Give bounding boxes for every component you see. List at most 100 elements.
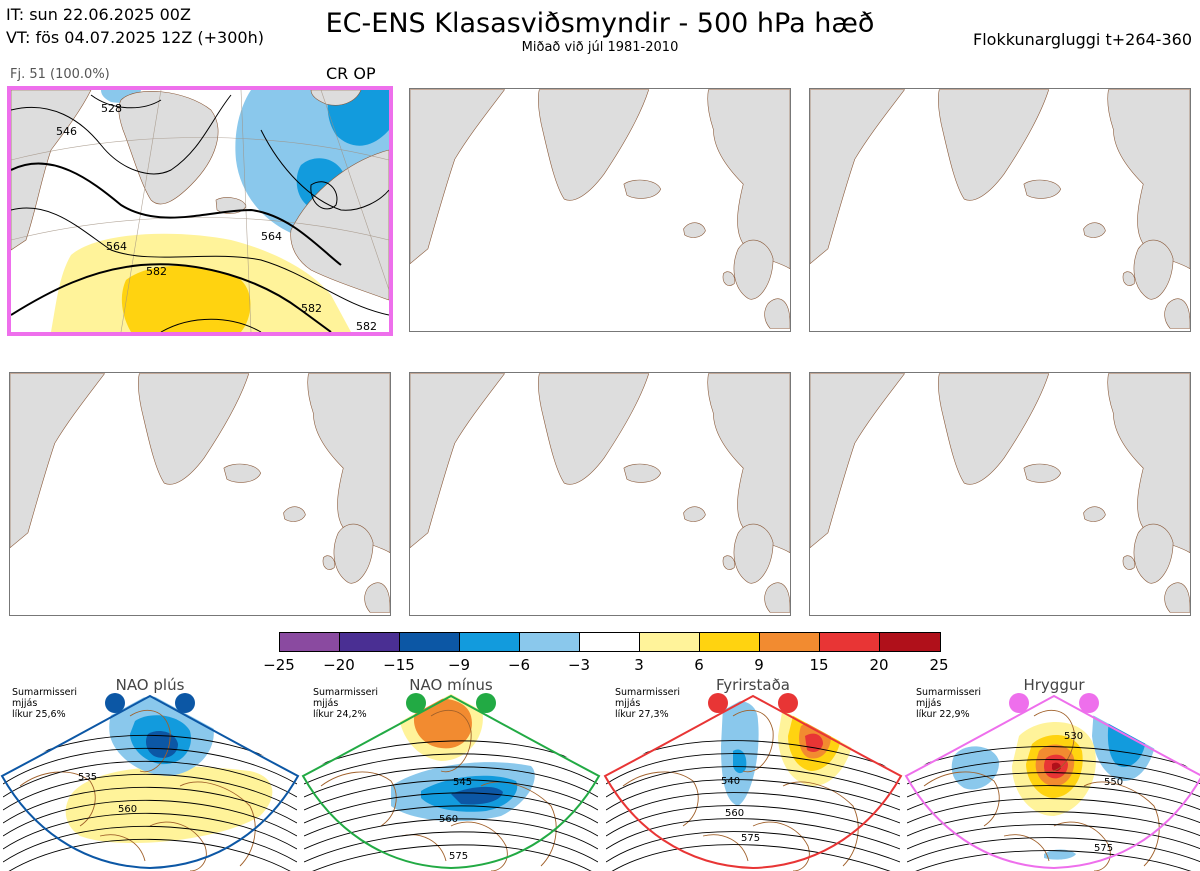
colorbar-tick-label: −15 (383, 656, 415, 674)
colorbar-swatch (340, 633, 400, 651)
regime-marker-dot (406, 693, 426, 713)
cluster-map-1-graphic: 528 546 564 564 582 582 582 (11, 90, 389, 332)
regime-hryggur: 530 550 575 Hryggur Sumarmisseri mjjás líkur 2… (904, 676, 1200, 871)
regime-marker-dot (1079, 693, 1099, 713)
colorbar-tick-label: 6 (694, 656, 704, 674)
regime-info-line: líkur 24,2% (313, 709, 367, 720)
regime-fyrirstaða: 540 560 575 Fyrirstaða Sumarmisseri mjjás líku… (603, 676, 903, 871)
colorbar-swatch (640, 633, 700, 651)
regime-info-line: Sumarmisseri (916, 687, 982, 698)
regime-contour-label: 540 (721, 776, 740, 787)
regime-info-line: Sumarmisseri (313, 687, 379, 698)
colorbar-swatch (700, 633, 760, 651)
cluster-map-4[interactable] (9, 372, 391, 616)
regime-map-graphic: 545 560 575 (301, 693, 601, 871)
colorbar-swatch (880, 633, 940, 651)
regime-contour-label: 575 (741, 833, 760, 844)
colorbar-tick-label: 3 (634, 656, 644, 674)
cluster-map-2[interactable] (409, 88, 791, 332)
regime-map-graphic: 540 560 575 (603, 693, 903, 871)
regime-contour-label: 535 (78, 772, 97, 783)
regime-info-line: líkur 27,3% (615, 709, 669, 720)
contour-582 (11, 263, 332, 332)
regime-name: NAO mínus (409, 676, 493, 694)
cluster-map-5[interactable] (409, 372, 791, 616)
contour-label: 582 (301, 302, 322, 315)
regime-map-graphic: 535 560 (0, 693, 300, 871)
page-title: EC-ENS Klasasviðsmyndir - 500 hPa hæð (325, 8, 875, 39)
contour-label: 582 (146, 265, 167, 278)
regime-info-line: Sumarmisseri (615, 687, 681, 698)
colorbar-tick-label: 20 (869, 656, 889, 674)
classification-window: Flokkunargluggi t+264-360 (973, 30, 1192, 49)
contour-label: 564 (106, 240, 127, 253)
colorbar-tick-label: −6 (507, 656, 531, 674)
colorbar-tick-label: −20 (323, 656, 355, 674)
cluster-map-1[interactable]: 528 546 564 564 582 582 582 (7, 86, 393, 336)
regime-contour-label: 530 (1064, 731, 1083, 742)
contour-576 (11, 207, 389, 316)
regime-map-graphic: 530 550 575 (904, 693, 1200, 871)
regime-info: Sumarmisseri mjjás líkur 27,3% (615, 687, 680, 720)
colorbar-swatch (760, 633, 820, 651)
regime-contour-label: 560 (725, 808, 744, 819)
initial-time: IT: sun 22.06.2025 00Z (6, 5, 191, 24)
colorbar-swatch (280, 633, 340, 651)
regime-marker-dot (778, 693, 798, 713)
regime-info-line: Sumarmisseri (12, 687, 78, 698)
scandinavia-landmass (290, 149, 389, 301)
regime-contour-label: 560 (118, 804, 137, 815)
colorbar-swatch (820, 633, 880, 651)
regime-info-line: mjjás (615, 698, 641, 709)
regime-contour-label: 560 (439, 814, 458, 825)
regime-info-line: líkur 25,6% (12, 709, 66, 720)
regime-info-line: mjjás (12, 698, 38, 709)
regime-info: Sumarmisseri mjjás líkur 25,6% (12, 687, 77, 720)
greenland-landmass (118, 91, 219, 205)
regime-marker-dot (708, 693, 728, 713)
regime-name: Hryggur (1023, 676, 1085, 694)
cluster-count-label: Fj. 51 (100.0%) (10, 67, 110, 82)
colorbar-swatch (580, 633, 640, 651)
regime-info: Sumarmisseri mjjás líkur 22,9% (916, 687, 981, 720)
canada-landmass (11, 90, 92, 251)
anomaly-colorbar (279, 632, 941, 652)
colorbar-tick-label: −25 (263, 656, 295, 674)
contour-label: 564 (261, 230, 282, 243)
regime-marker-dot (105, 693, 125, 713)
colorbar-swatch (520, 633, 580, 651)
contour-label: 528 (101, 102, 122, 115)
regime-contour-label: 575 (1094, 843, 1113, 854)
strong-positive-anomaly-area (121, 265, 251, 332)
colorbar-swatch (460, 633, 520, 651)
cluster-map-6[interactable] (809, 372, 1191, 616)
cluster-map-3[interactable] (809, 88, 1191, 332)
colorbar-tick-label: 9 (754, 656, 764, 674)
contour-546 (11, 94, 232, 175)
regime-contour-label: 550 (1104, 777, 1123, 788)
regime-contour-label: 545 (453, 777, 472, 788)
regime-marker-dot (476, 693, 496, 713)
cluster-tag: CR OP (326, 64, 376, 83)
contour-564 (11, 162, 342, 266)
contour-label: 582 (356, 320, 377, 332)
regime-nao-plús: 535 560 NAO plús Sumarmisseri mjjás líkur 25,… (0, 676, 300, 871)
regime-name: NAO plús (115, 676, 185, 694)
colorbar-tick-label: 25 (929, 656, 949, 674)
page-subtitle: Miðað við júl 1981-2010 (521, 40, 679, 55)
regime-marker-dot (175, 693, 195, 713)
regime-info: Sumarmisseri mjjás líkur 24,2% (313, 687, 378, 720)
contour-528 (90, 94, 162, 109)
valid-time: VT: fös 04.07.2025 12Z (+300h) (6, 28, 264, 47)
regime-info-line: líkur 22,9% (916, 709, 970, 720)
colorbar-tick-label: −3 (567, 656, 591, 674)
colorbar-tick-label: −9 (447, 656, 471, 674)
regime-name: Fyrirstaða (716, 676, 790, 694)
regime-info-line: mjjás (916, 698, 942, 709)
regime-info-line: mjjás (313, 698, 339, 709)
contour-label: 546 (56, 125, 77, 138)
regime-contour-label: 575 (449, 851, 468, 862)
regime-nao-mínus: 545 560 575 NAO mínus Sumarmisseri mjjás líkur… (301, 676, 601, 871)
colorbar-swatch (400, 633, 460, 651)
regime-marker-dot (1009, 693, 1029, 713)
